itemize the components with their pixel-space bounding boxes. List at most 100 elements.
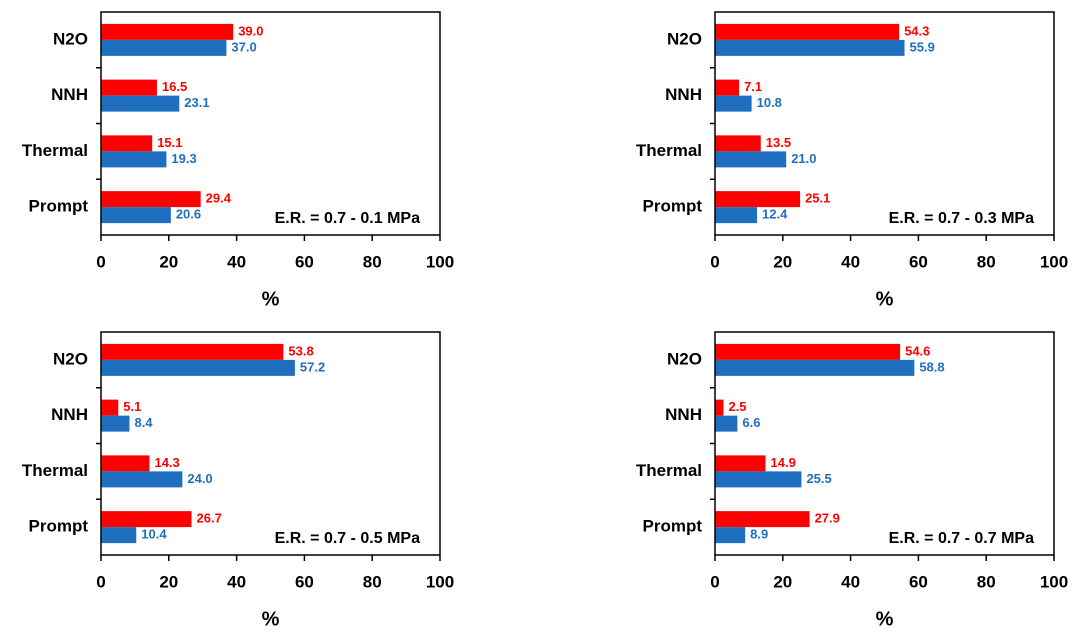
bar: [101, 399, 119, 416]
value-label: 5.1: [123, 399, 141, 414]
value-label: 58.8: [919, 359, 944, 374]
x-tick-label: 0: [710, 572, 719, 591]
value-label: 8.4: [134, 415, 153, 430]
x-tick-label: 100: [426, 572, 454, 591]
subplot: N2O 54.355.9 NNH 7.110.8 Thermal 13.521.0 Prom…: [636, 11, 1068, 310]
y-tick-label: Thermal: [22, 461, 88, 480]
bar: [715, 399, 724, 416]
value-label: 10.4: [141, 527, 167, 542]
value-label: 39.0: [238, 23, 263, 38]
value-label: 19.3: [171, 151, 196, 166]
bar: [715, 415, 738, 432]
y-tick-label: N2O: [53, 29, 88, 48]
value-label: 55.9: [910, 39, 935, 54]
x-tick-label: 100: [1040, 252, 1068, 271]
value-label: 6.6: [742, 415, 760, 430]
bar: [715, 135, 761, 152]
y-tick-label: NNH: [665, 85, 702, 104]
value-label: 23.1: [184, 95, 209, 110]
x-axis-label: %: [262, 608, 280, 630]
bar: [715, 207, 758, 224]
y-tick-label: NNH: [51, 85, 88, 104]
value-label: 57.2: [300, 359, 325, 374]
x-tick-label: 20: [773, 572, 792, 591]
x-tick-label: 40: [227, 252, 246, 271]
value-label: 14.9: [771, 455, 796, 470]
x-axis-label: %: [876, 608, 894, 630]
x-tick-label: 60: [295, 252, 314, 271]
plot-frame: [100, 11, 441, 236]
value-label: 27.9: [815, 511, 840, 526]
x-tick-label: 80: [977, 252, 996, 271]
x-tick-label: 40: [841, 252, 860, 271]
y-tick-label: Prompt: [29, 517, 89, 536]
value-label: 13.5: [766, 135, 791, 150]
value-label: 20.6: [176, 207, 201, 222]
plot-frame: [714, 331, 1055, 556]
value-label: 24.0: [187, 471, 212, 486]
bar: [101, 359, 295, 376]
bar: [101, 343, 284, 360]
x-tick-label: 20: [773, 252, 792, 271]
y-tick-label: Prompt: [643, 197, 703, 216]
subplot: N2O 39.037.0 NNH 16.523.1 Thermal 15.119.3 Pro…: [22, 11, 454, 310]
bar: [715, 527, 746, 544]
bar: [101, 511, 192, 528]
bar: [715, 151, 787, 168]
x-tick-label: 80: [977, 572, 996, 591]
value-label: 15.1: [157, 135, 182, 150]
value-label: 29.4: [206, 191, 232, 206]
annotation: E.R. = 0.7 - 0.1 MPa: [275, 210, 421, 227]
value-label: 12.4: [762, 207, 788, 222]
x-tick-label: 80: [363, 572, 382, 591]
bar: [101, 191, 201, 208]
y-tick-label: NNH: [665, 405, 702, 424]
annotation: E.R. = 0.7 - 0.5 MPa: [275, 530, 421, 547]
bar: [715, 191, 801, 208]
value-label: 53.8: [288, 343, 313, 358]
value-label: 54.3: [904, 23, 929, 38]
bar: [101, 207, 171, 224]
bar: [101, 79, 157, 96]
x-tick-label: 0: [710, 252, 719, 271]
value-label: 8.9: [750, 527, 768, 542]
bar: [715, 471, 802, 488]
bar: [101, 151, 167, 168]
value-label: 7.1: [744, 79, 762, 94]
x-tick-label: 40: [841, 572, 860, 591]
x-tick-label: 60: [909, 572, 928, 591]
x-tick-label: 40: [227, 572, 246, 591]
plot-frame: [714, 11, 1055, 236]
bar: [715, 95, 752, 112]
y-tick-label: Thermal: [22, 141, 88, 160]
bar: [101, 455, 150, 472]
x-axis-label: %: [262, 288, 280, 310]
bar: [715, 455, 766, 472]
y-tick-label: NNH: [51, 405, 88, 424]
value-label: 16.5: [162, 79, 187, 94]
bar: [715, 79, 740, 96]
x-axis-label: %: [876, 288, 894, 310]
y-tick-label: Prompt: [29, 197, 89, 216]
plot-frame: [100, 331, 441, 556]
x-tick-label: 0: [96, 572, 105, 591]
subplot: N2O 53.857.2 NNH 5.18.4 Thermal 14.3 24.0 Promp…: [22, 331, 454, 630]
x-tick-label: 100: [426, 252, 454, 271]
bar: [101, 95, 180, 112]
bar: [101, 527, 137, 544]
y-tick-label: Prompt: [643, 517, 703, 536]
y-tick-label: N2O: [53, 349, 88, 368]
value-label: 10.8: [757, 95, 782, 110]
annotation: E.R. = 0.7 - 0.3 MPa: [889, 210, 1035, 227]
bar: [715, 359, 915, 376]
x-tick-label: 60: [295, 572, 314, 591]
bar: [715, 23, 900, 40]
subplot: N2O 54.658.8 NNH 2.56.6 Thermal 14.9 25.5 Promp…: [636, 331, 1068, 630]
value-label: 21.0: [791, 151, 816, 166]
y-tick-label: Thermal: [636, 141, 702, 160]
x-tick-label: 100: [1040, 572, 1068, 591]
bar: [101, 23, 234, 40]
x-tick-label: 20: [159, 572, 178, 591]
